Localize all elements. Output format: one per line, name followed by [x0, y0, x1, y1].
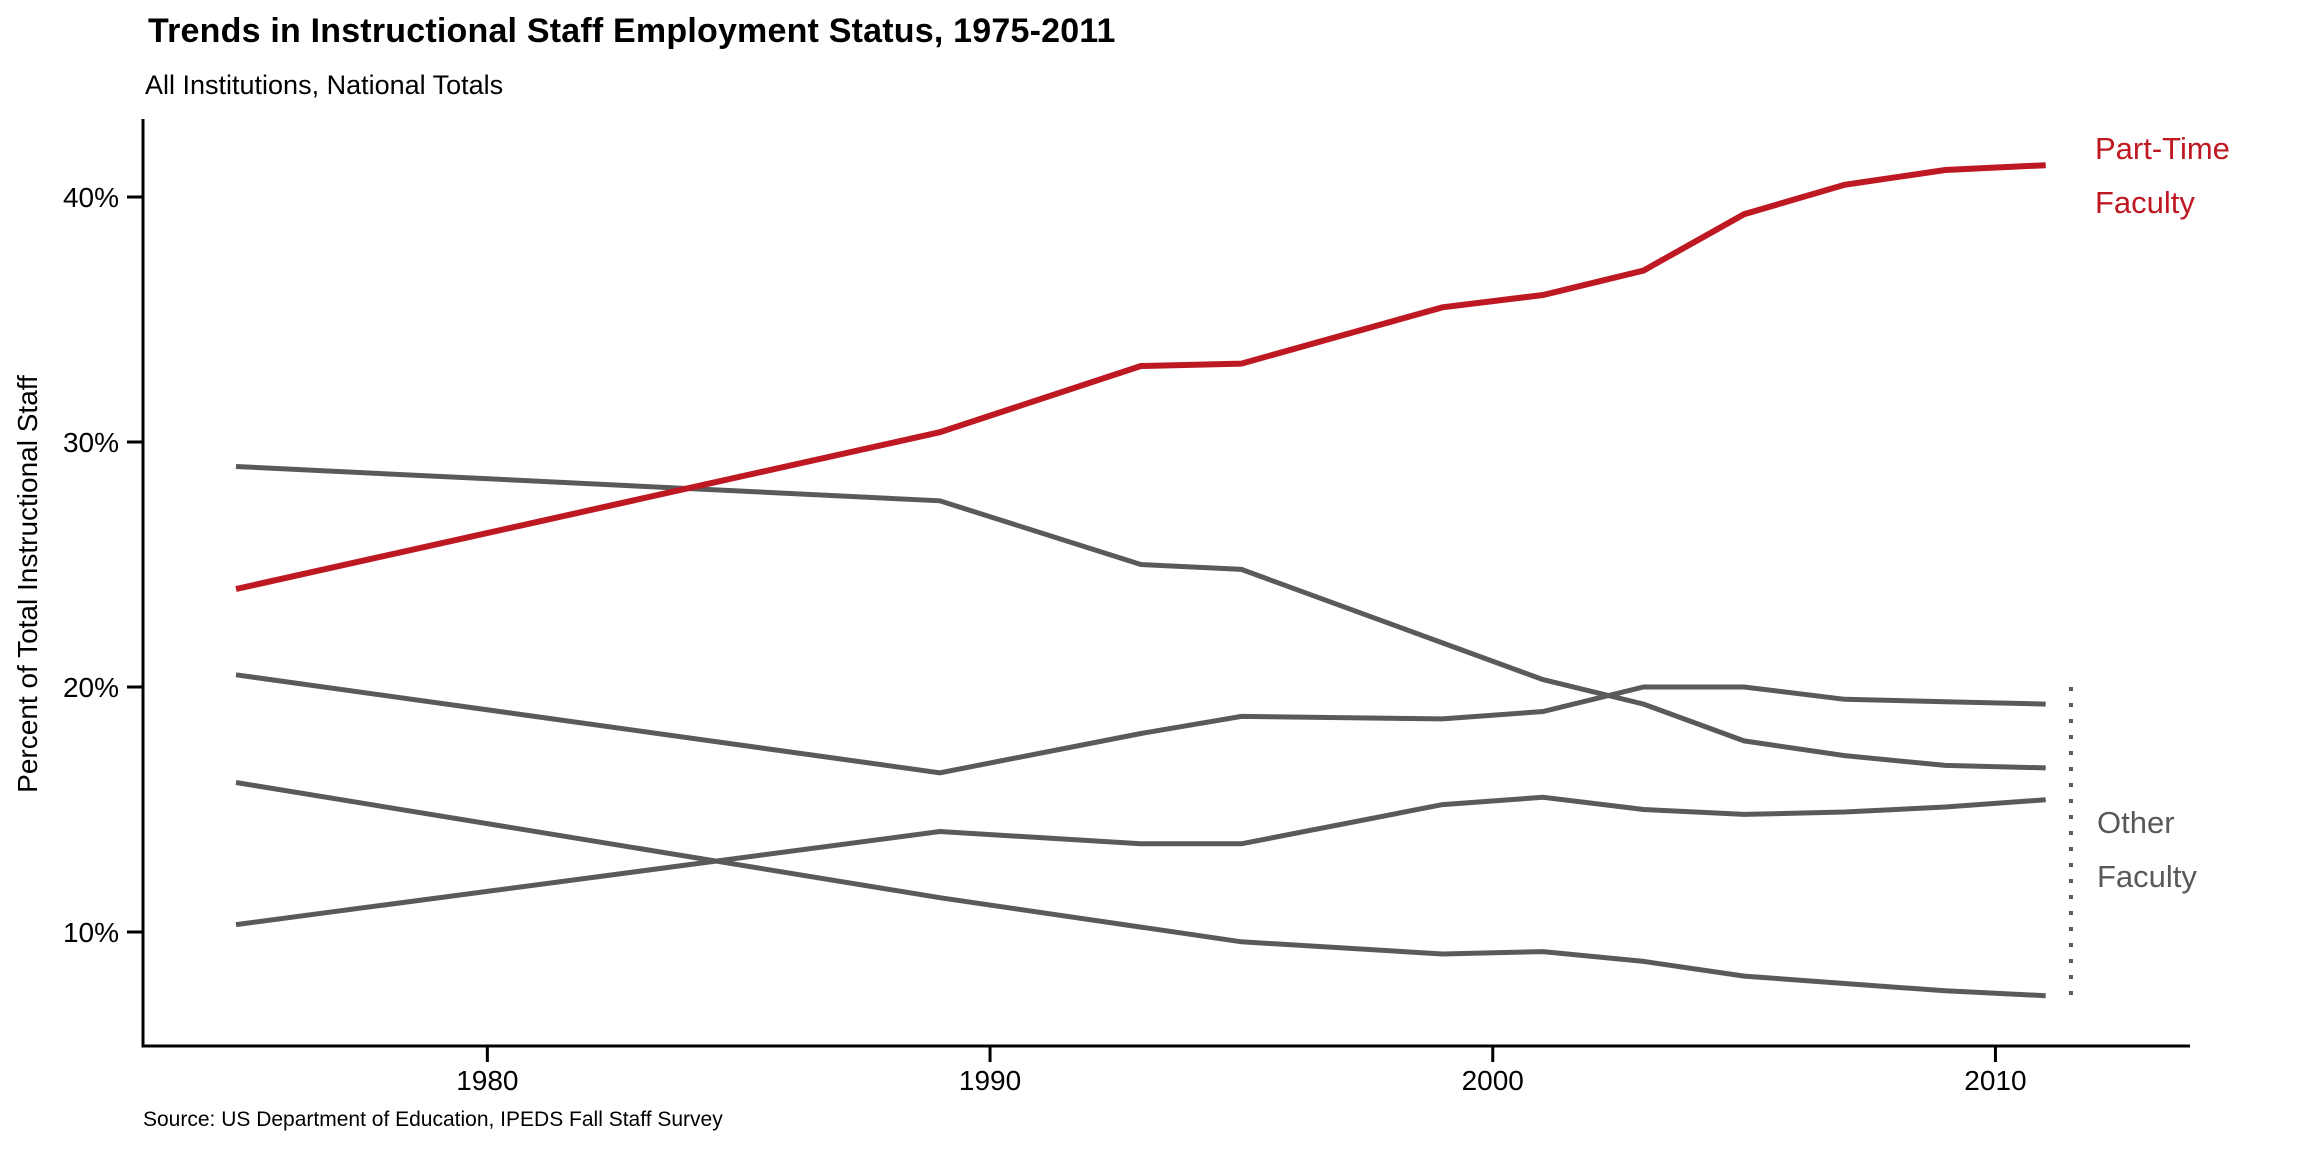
y-tick-label: 10% [63, 917, 119, 948]
y-tick-label: 30% [63, 427, 119, 458]
x-tick-label: 1990 [959, 1065, 1021, 1096]
x-tick-label: 2000 [1462, 1065, 1524, 1096]
y-tick-label: 20% [63, 672, 119, 703]
other-faculty-line-label: Other Faculty [2097, 796, 2197, 904]
series-other-faculty-line-2- [235, 672, 2046, 776]
series-other-faculty-line-3- [235, 780, 2046, 999]
chart-subtitle: All Institutions, National Totals [145, 70, 504, 100]
x-tick-label: 2010 [1964, 1065, 2026, 1096]
y-tick-label: 40% [63, 182, 119, 213]
axis-lines [141, 119, 2190, 1048]
part-time-label-line2: Faculty [2095, 185, 2195, 220]
other-label-line2: Faculty [2097, 859, 2197, 894]
axes [141, 119, 2190, 1048]
series-other-faculty-line-4- [235, 794, 2046, 928]
series-part-time-faculty [235, 162, 2046, 592]
x-tick-label: 1980 [456, 1065, 518, 1096]
chart-title: Trends in Instructional Staff Employment… [148, 12, 1116, 50]
data-series-lines [235, 162, 2046, 999]
series-other-faculty-line-1- [235, 464, 2046, 771]
other-label-line1: Other [2097, 805, 2175, 840]
part-time-label-line1: Part-Time [2095, 131, 2230, 166]
axis-ticks: 10% 20% 30% 40% 1980 1990 2000 2010 [63, 182, 2027, 1096]
source-note: Source: US Department of Education, IPED… [143, 1108, 723, 1131]
part-time-faculty-line-label: Part-Time Faculty [2095, 122, 2230, 230]
